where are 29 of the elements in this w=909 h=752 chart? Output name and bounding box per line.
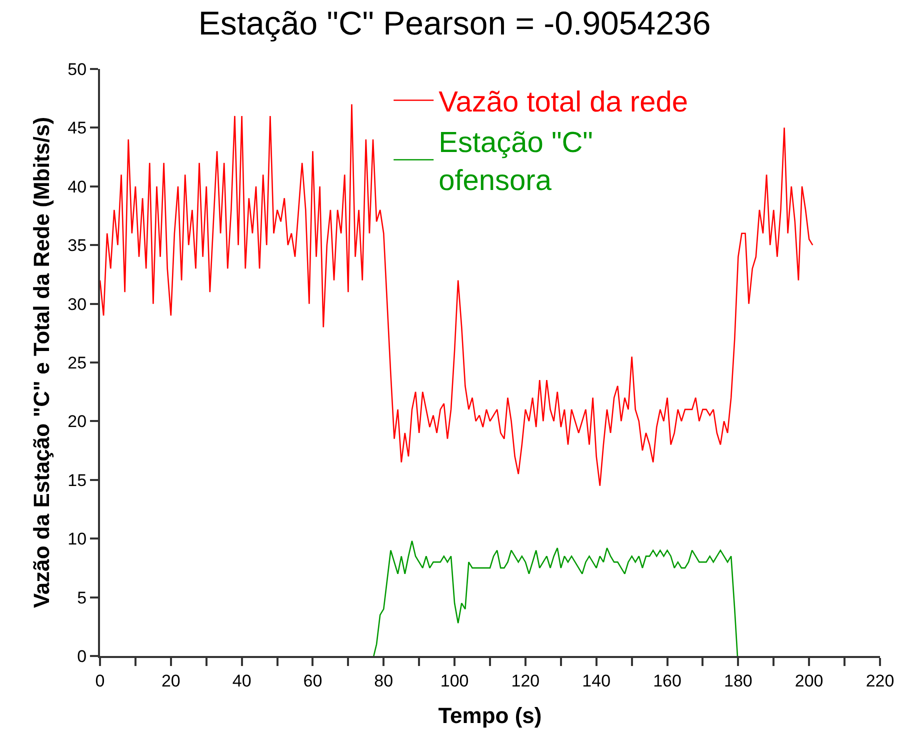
- y-tick-label: 40: [68, 177, 87, 196]
- y-tick-label: 35: [68, 236, 87, 256]
- x-tick-label: 200: [794, 671, 824, 690]
- x-tick-label: 220: [866, 671, 894, 690]
- x-tick-label: 20: [161, 671, 180, 690]
- x-tick-label: 180: [724, 671, 752, 690]
- x-tick-label: 80: [374, 671, 394, 690]
- x-tick-label: 40: [232, 671, 252, 690]
- x-tick-label: 100: [440, 671, 469, 690]
- y-tick-label: 20: [68, 412, 87, 432]
- x-tick-label: 60: [303, 671, 322, 690]
- y-tick-label: 50: [68, 60, 87, 79]
- legend-label: Vazão total da rede: [438, 86, 688, 119]
- chart-title: Estação "C" Pearson = -0.9054236: [198, 4, 711, 42]
- y-tick-label: 25: [68, 353, 87, 372]
- y-tick-label: 10: [68, 530, 87, 549]
- y-tick-label: 0: [77, 646, 87, 666]
- legend-label: Estação "C" ofensora: [438, 127, 593, 197]
- line-series: [373, 540, 738, 656]
- y-tick-label: 45: [68, 118, 87, 138]
- x-tick-label: 120: [511, 671, 540, 690]
- y-tick-label: 30: [68, 294, 87, 314]
- x-tick-label: 0: [95, 671, 105, 690]
- x-tick-label: 160: [653, 671, 682, 690]
- x-tick-label: 140: [582, 671, 611, 690]
- x-axis-title: Tempo (s): [438, 702, 542, 728]
- y-tick-label: 15: [68, 470, 87, 490]
- y-axis-title: Vazão da Estação "C" e Total da Rede (Mbits/s): [28, 116, 54, 608]
- y-tick-label: 5: [77, 588, 87, 608]
